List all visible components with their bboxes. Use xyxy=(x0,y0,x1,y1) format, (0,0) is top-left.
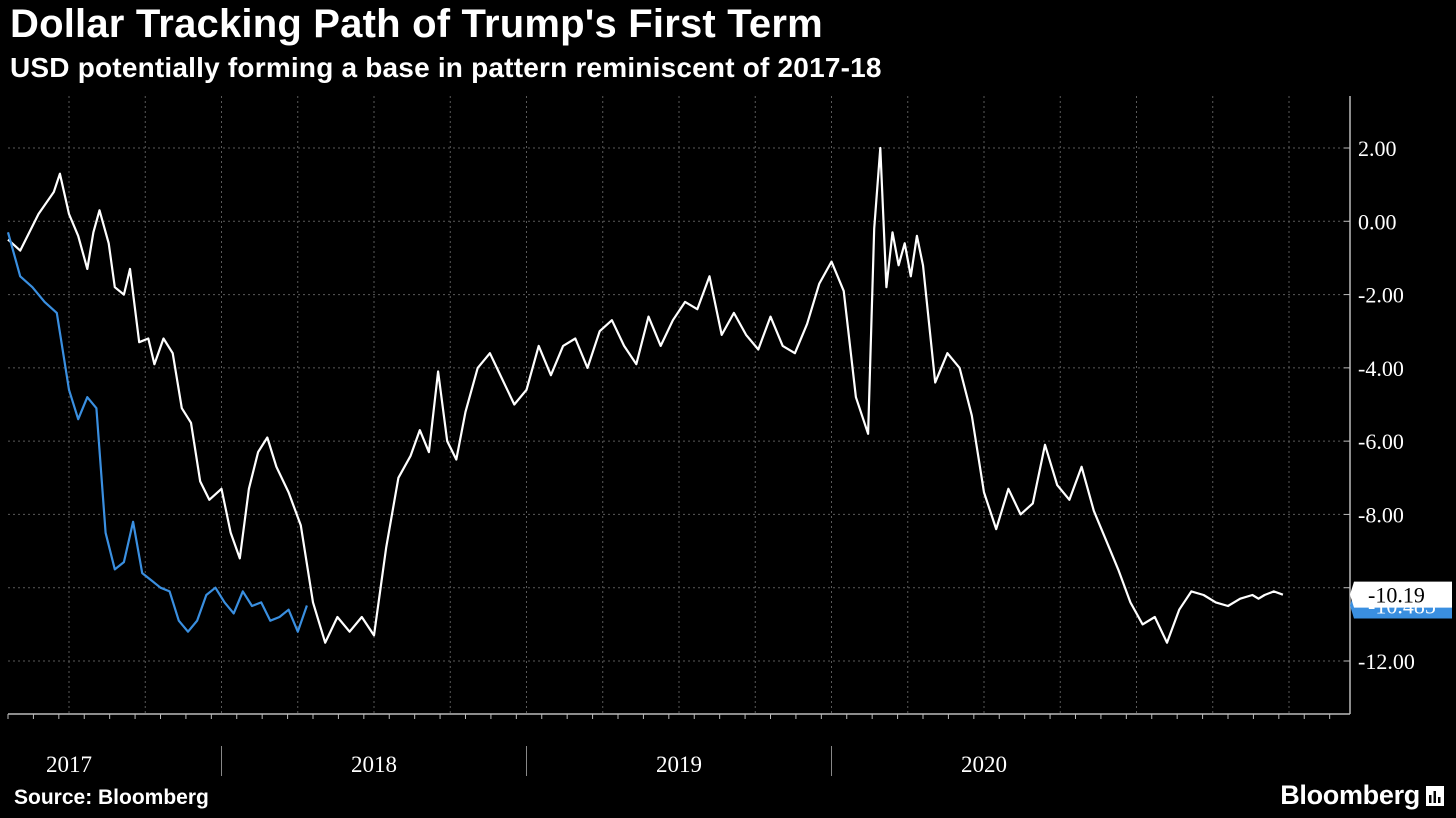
source-note: Source: Bloomberg xyxy=(14,786,209,809)
x-tick-label: 2017 xyxy=(46,752,92,777)
y-tick-label: 2.00 xyxy=(1358,136,1397,161)
y-tick-label: -6.00 xyxy=(1358,429,1404,454)
last-value-badge-white: -10.19 xyxy=(1350,581,1452,608)
y-tick-label: -4.00 xyxy=(1358,356,1404,381)
y-tick-label: -12.00 xyxy=(1358,649,1415,674)
x-tick-label: 2019 xyxy=(656,752,702,777)
x-tick-label: 2018 xyxy=(351,752,397,777)
bloomberg-bars-icon xyxy=(1426,786,1444,806)
series-line-blue xyxy=(6,232,308,633)
y-tick-label: -2.00 xyxy=(1358,283,1404,308)
chart-subtitle: USD potentially forming a base in patter… xyxy=(10,52,882,83)
last-value-label: -10.19 xyxy=(1368,583,1425,608)
brand-logo: Bloomberg xyxy=(1280,780,1420,810)
series-line-white xyxy=(7,146,1284,644)
chart-title: Dollar Tracking Path of Trump's First Te… xyxy=(10,2,823,46)
y-tick-label: -8.00 xyxy=(1358,502,1404,527)
x-tick-label: 2020 xyxy=(961,752,1007,777)
y-tick-label: 0.00 xyxy=(1358,209,1397,234)
